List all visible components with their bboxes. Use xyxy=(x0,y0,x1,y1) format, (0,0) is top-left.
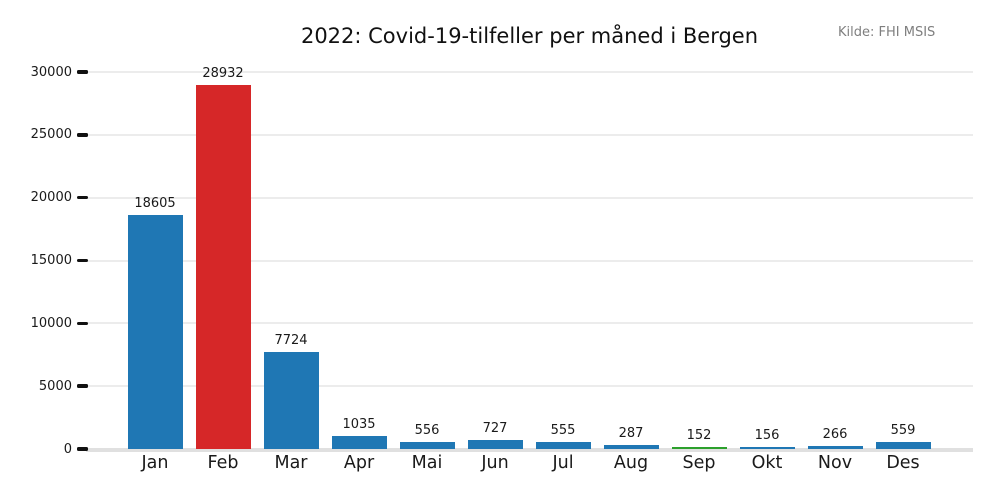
bar xyxy=(467,440,523,449)
chart-title: 2022: Covid-19-tilfeller per måned i Ber… xyxy=(300,24,759,48)
gridline xyxy=(86,133,973,136)
x-tick-label: Jun xyxy=(481,453,509,473)
bar xyxy=(603,445,659,449)
zero-gridline xyxy=(86,448,973,452)
x-tick-label: Des xyxy=(886,453,920,473)
bar-value-label: 1035 xyxy=(342,417,376,432)
y-tick-label: 0 xyxy=(63,441,72,457)
bar-value-label: 556 xyxy=(414,423,440,438)
x-tick-label: Sep xyxy=(682,453,716,473)
bar xyxy=(535,442,591,449)
gridline xyxy=(86,322,973,325)
x-tick-label: Apr xyxy=(343,453,375,473)
bar-value-label: 266 xyxy=(822,427,848,442)
x-tick-label: Jul xyxy=(552,453,574,473)
gridline xyxy=(86,71,973,73)
x-tick-label: Aug xyxy=(613,453,649,473)
bar-value-label: 7724 xyxy=(274,333,308,348)
y-tick-mark xyxy=(77,447,88,451)
y-tick-mark xyxy=(77,258,88,263)
bar-value-label: 152 xyxy=(686,428,712,443)
bar xyxy=(399,442,455,449)
gridline xyxy=(86,259,973,262)
bar xyxy=(195,85,251,449)
y-tick-label: 25000 xyxy=(30,127,72,143)
bar-value-label: 287 xyxy=(618,426,644,441)
bar-value-label: 156 xyxy=(754,428,780,443)
y-tick-label: 30000 xyxy=(30,64,72,80)
y-tick-mark xyxy=(77,195,88,200)
y-tick-mark xyxy=(77,384,88,388)
bar-value-label: 28932 xyxy=(202,66,244,81)
x-tick-label: Feb xyxy=(207,453,239,473)
gridline xyxy=(86,385,973,388)
source-annotation: Kilde: FHI MSIS xyxy=(838,25,936,40)
x-tick-label: Nov xyxy=(817,453,853,473)
y-tick-mark xyxy=(77,133,88,137)
bar-value-label: 559 xyxy=(890,423,916,438)
bar xyxy=(807,446,863,449)
bar xyxy=(875,442,931,449)
y-tick-mark xyxy=(77,321,88,326)
bar xyxy=(739,447,795,449)
y-tick-mark xyxy=(77,70,88,74)
bar xyxy=(671,447,727,449)
bar-value-label: 18605 xyxy=(134,196,176,211)
y-tick-label: 20000 xyxy=(30,190,72,206)
plot-area: 18605 28932 7724 1035 556 727 555 287 152 156 266 5… xyxy=(86,67,973,452)
bar-value-label: 555 xyxy=(550,423,576,438)
x-tick-label: Okt xyxy=(751,453,783,473)
x-tick-label: Jan xyxy=(141,453,169,473)
x-tick-label: Mai xyxy=(411,453,443,473)
bar xyxy=(263,352,319,449)
x-tick-label: Mar xyxy=(274,453,308,473)
bar-value-label: 727 xyxy=(482,421,508,436)
bar xyxy=(127,215,183,449)
y-tick-label: 10000 xyxy=(30,315,72,331)
y-tick-label: 5000 xyxy=(38,378,72,394)
y-tick-label: 15000 xyxy=(30,253,72,268)
bar xyxy=(331,436,387,449)
gridline xyxy=(86,196,973,199)
